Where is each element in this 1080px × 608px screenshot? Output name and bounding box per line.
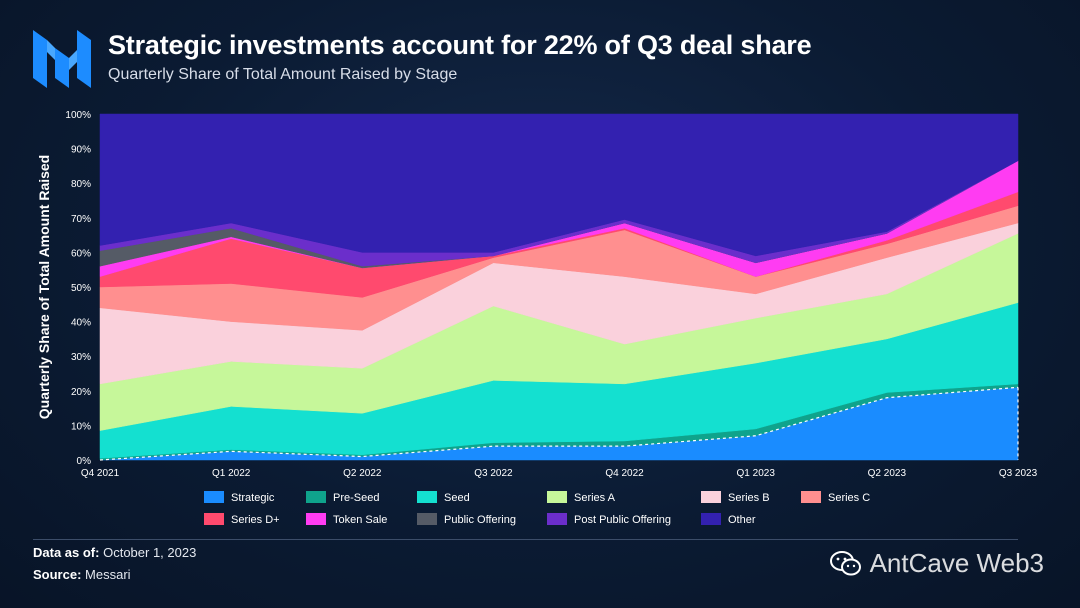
y-tick-label: 100% <box>65 110 91 121</box>
watermark: AntCave Web3 <box>829 548 1044 579</box>
legend-label-token-sale: Token Sale <box>333 514 387 526</box>
y-axis-label: Quarterly Share of Total Amount Raised <box>36 155 52 420</box>
y-tick-label: 20% <box>71 387 91 398</box>
legend-swatch-public-offering <box>417 513 437 525</box>
messari-logo <box>33 30 91 88</box>
footer-divider <box>33 539 1018 540</box>
legend-swatch-series-d <box>204 513 224 525</box>
legend-swatch-series-a <box>547 491 567 503</box>
y-tick-label: 40% <box>71 318 91 329</box>
legend-swatch-post-public-offering <box>547 513 567 525</box>
legend-swatch-token-sale <box>306 513 326 525</box>
x-tick-label: Q4 2022 <box>605 468 644 479</box>
legend-label-seed: Seed <box>444 492 470 504</box>
y-tick-label: 0% <box>77 456 92 467</box>
wechat-icon <box>829 550 861 575</box>
strategic-dashed-line <box>99 386 1019 461</box>
legend-label-other: Other <box>728 514 756 526</box>
legend-label-series-a: Series A <box>574 492 616 504</box>
watermark-text: AntCave Web3 <box>869 548 1044 578</box>
data-as-of: Data as of: October 1, 2023 <box>33 545 196 560</box>
stacked-area-chart: 0% 10% 20% 30% 40% 50% 60% 70% 80% 90% 100% Q4 2021… <box>36 110 1038 526</box>
y-tick-label: 10% <box>71 421 91 432</box>
source: Source: Messari <box>33 567 131 582</box>
y-tick-label: 60% <box>71 248 91 259</box>
source-label: Source: <box>33 567 82 582</box>
y-tick-label: 80% <box>71 179 91 190</box>
page-subtitle: Quarterly Share of Total Amount Raised b… <box>108 66 458 83</box>
legend-swatch-pre-seed <box>306 491 326 503</box>
y-tick-label: 30% <box>71 352 91 363</box>
legend-swatch-series-b <box>701 491 721 503</box>
legend-label-series-c: Series C <box>828 492 870 504</box>
legend-label-pre-seed: Pre-Seed <box>333 492 379 504</box>
legend-swatch-series-c <box>801 491 821 503</box>
x-tick-label: Q2 2023 <box>868 468 907 479</box>
x-tick-label: Q4 2021 <box>81 468 120 479</box>
y-tick-label: 70% <box>71 214 91 225</box>
legend-label-public-offering: Public Offering <box>444 514 516 526</box>
legend-swatch-seed <box>417 491 437 503</box>
legend-swatch-other <box>701 513 721 525</box>
legend-label-strategic: Strategic <box>231 492 275 504</box>
x-tick-label: Q3 2022 <box>474 468 513 479</box>
legend-swatch-strategic <box>204 491 224 503</box>
source-value: Messari <box>85 567 131 582</box>
data-as-of-label: Data as of: <box>33 545 100 560</box>
x-tick-label: Q3 2023 <box>999 468 1038 479</box>
y-tick-label: 90% <box>71 145 91 156</box>
data-as-of-value: October 1, 2023 <box>103 545 197 560</box>
legend-label-post-public-offering: Post Public Offering <box>574 514 671 526</box>
legend-label-series-b: Series B <box>728 492 770 504</box>
x-tick-label: Q1 2022 <box>212 468 251 479</box>
y-tick-label: 50% <box>71 283 91 294</box>
legend-label-series-d: Series D+ <box>231 514 280 526</box>
x-tick-label: Q2 2022 <box>343 468 382 479</box>
x-tick-label: Q1 2023 <box>737 468 776 479</box>
area-other <box>99 113 1019 257</box>
page-title: Strategic investments account for 22% of… <box>108 30 812 60</box>
